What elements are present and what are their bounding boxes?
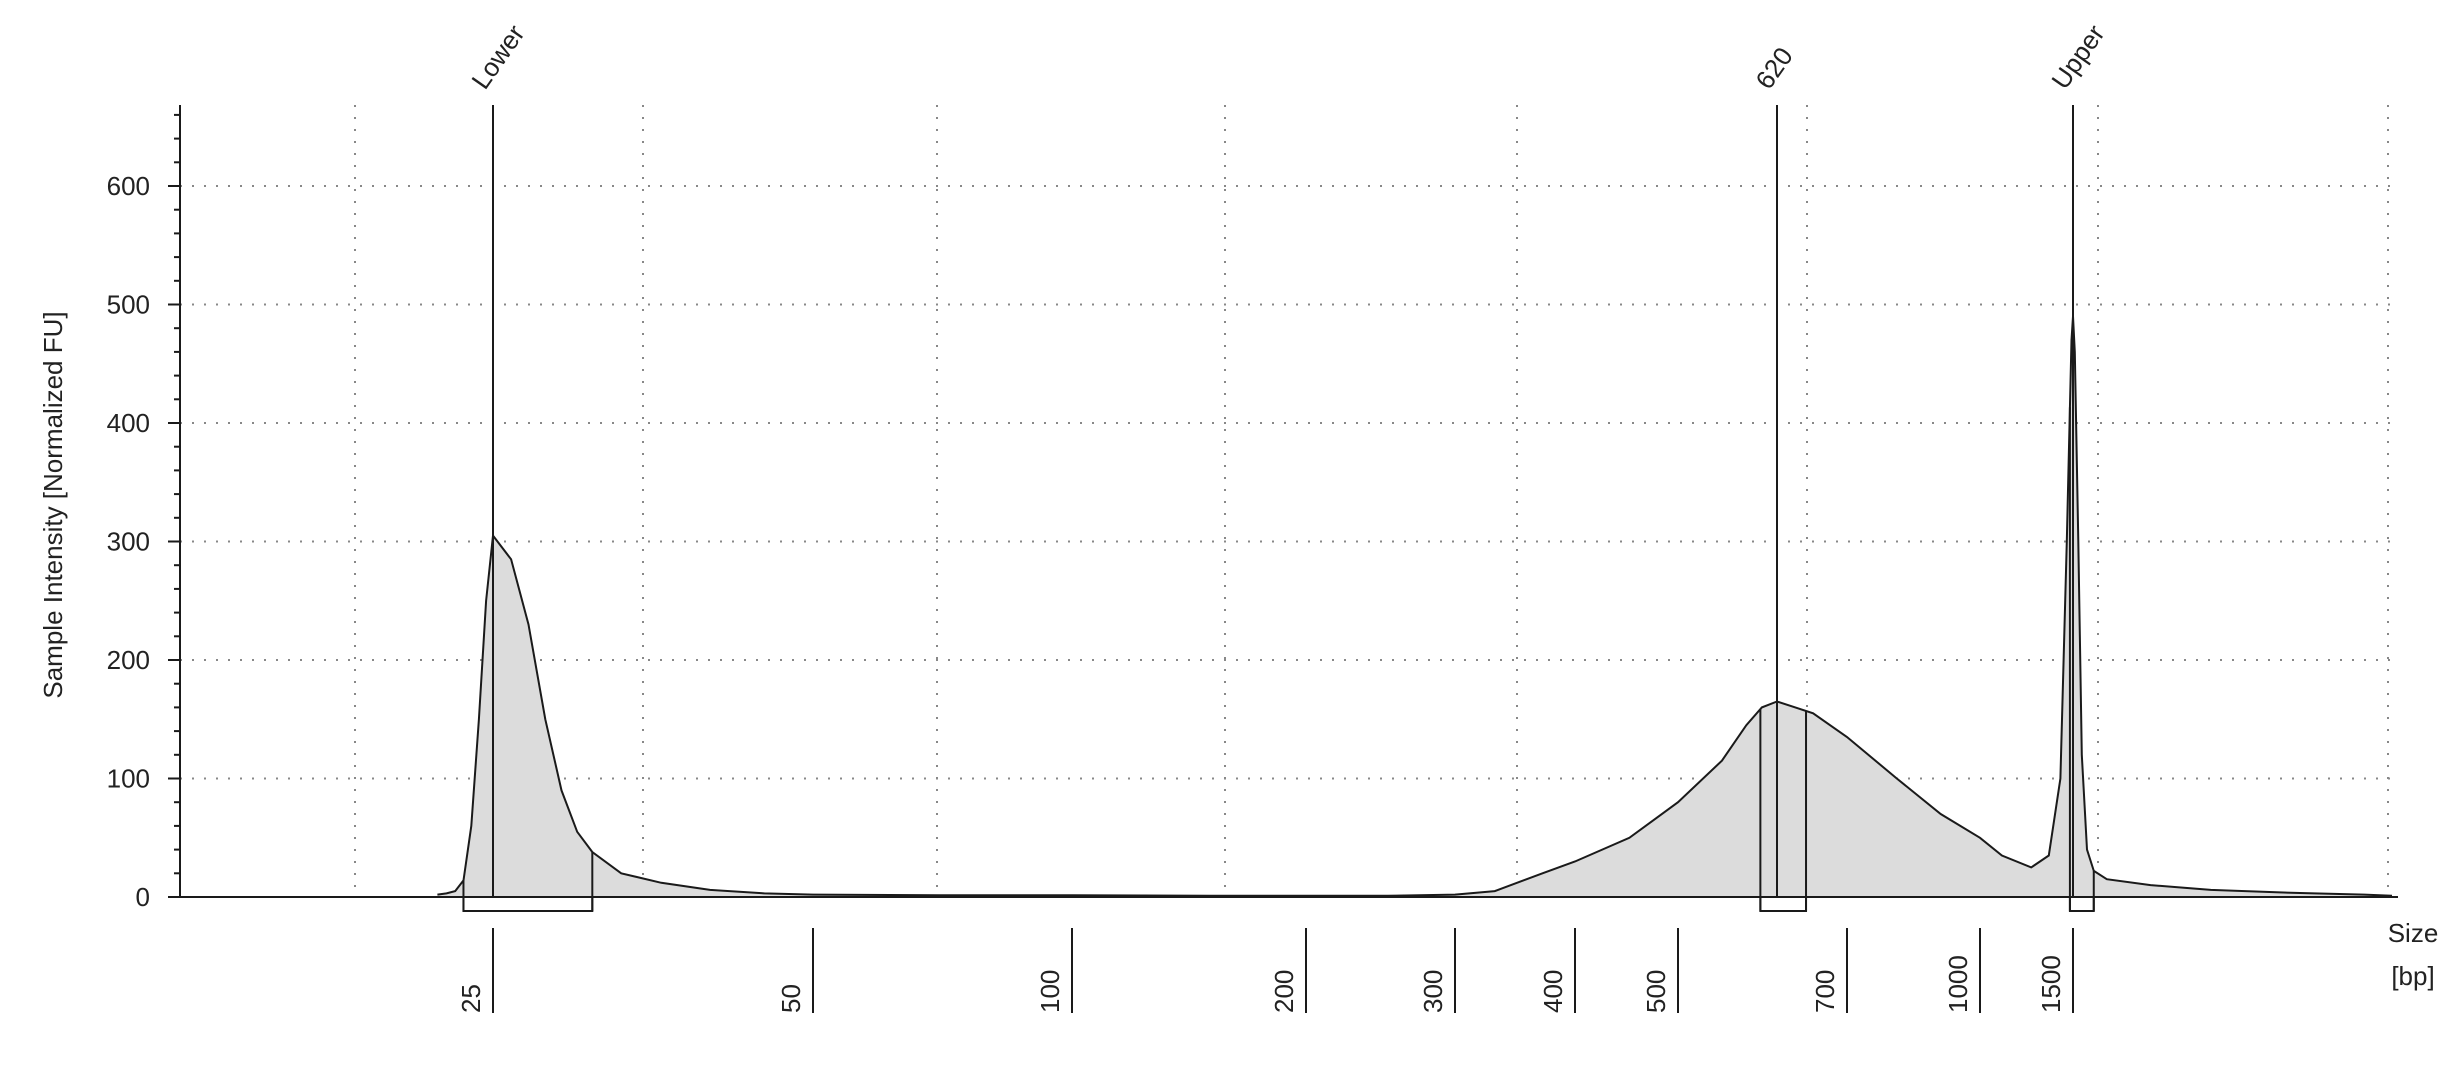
grid-layer [180, 105, 2392, 897]
peak-region-box [462, 896, 594, 912]
y-tick-label: 100 [107, 764, 150, 794]
ladder-tick-label: 100 [1035, 970, 1065, 1013]
ladder-tick-label: 300 [1418, 970, 1448, 1013]
y-tick-label: 400 [107, 408, 150, 438]
peak-marker-layer: Lower 620 Upper [465, 19, 2111, 897]
x-axis-title-line1: Size [2388, 918, 2439, 948]
peak-label: Lower [465, 19, 530, 94]
peak-region-box [2068, 896, 2095, 912]
ladder-tick-label: 200 [1269, 970, 1299, 1013]
ladder-tick-label: 50 [776, 984, 806, 1013]
trace-fill [437, 316, 2392, 897]
ladder-tick-label: 500 [1641, 970, 1671, 1013]
peak-region-box [1759, 896, 1808, 912]
y-tick-label: 500 [107, 290, 150, 320]
peak-label: 620 [1749, 42, 1798, 95]
trace-layer [437, 316, 2393, 897]
ladder-tick-label: 700 [1810, 970, 1840, 1013]
y-tick-label: 300 [107, 527, 150, 557]
trace-line [437, 316, 2393, 897]
peak-label: Upper [2045, 19, 2110, 94]
axis-layer: 0 100 200 300 400 500 600 25 50 100 200 300 400 500 70… [107, 105, 2398, 1013]
ladder-tick-label: 25 [456, 984, 486, 1013]
ladder-tick-label: 1000 [1943, 955, 1973, 1013]
y-tick-label: 0 [136, 882, 150, 912]
y-tick-label: 600 [107, 171, 150, 201]
y-tick-label: 200 [107, 645, 150, 675]
ladder-tick-label: 400 [1538, 970, 1568, 1013]
x-axis-title-line2: [bp] [2391, 961, 2434, 991]
ladder-tick-label: 1500 [2036, 955, 2066, 1013]
y-axis-title: Sample Intensity [Normalized FU] [38, 311, 68, 698]
